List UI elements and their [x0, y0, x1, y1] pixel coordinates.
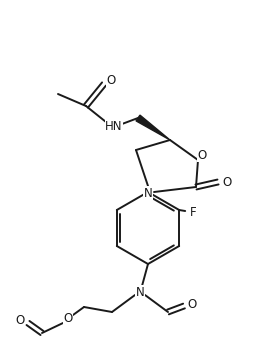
Text: O: O: [222, 175, 232, 189]
Text: N: N: [136, 285, 144, 299]
Polygon shape: [136, 115, 170, 140]
Text: HN: HN: [105, 120, 123, 132]
Text: F: F: [190, 205, 197, 218]
Text: N: N: [144, 187, 152, 199]
Text: O: O: [187, 299, 197, 311]
Text: O: O: [63, 313, 73, 325]
Text: O: O: [106, 73, 116, 87]
Text: O: O: [197, 149, 207, 161]
Text: O: O: [15, 314, 25, 328]
